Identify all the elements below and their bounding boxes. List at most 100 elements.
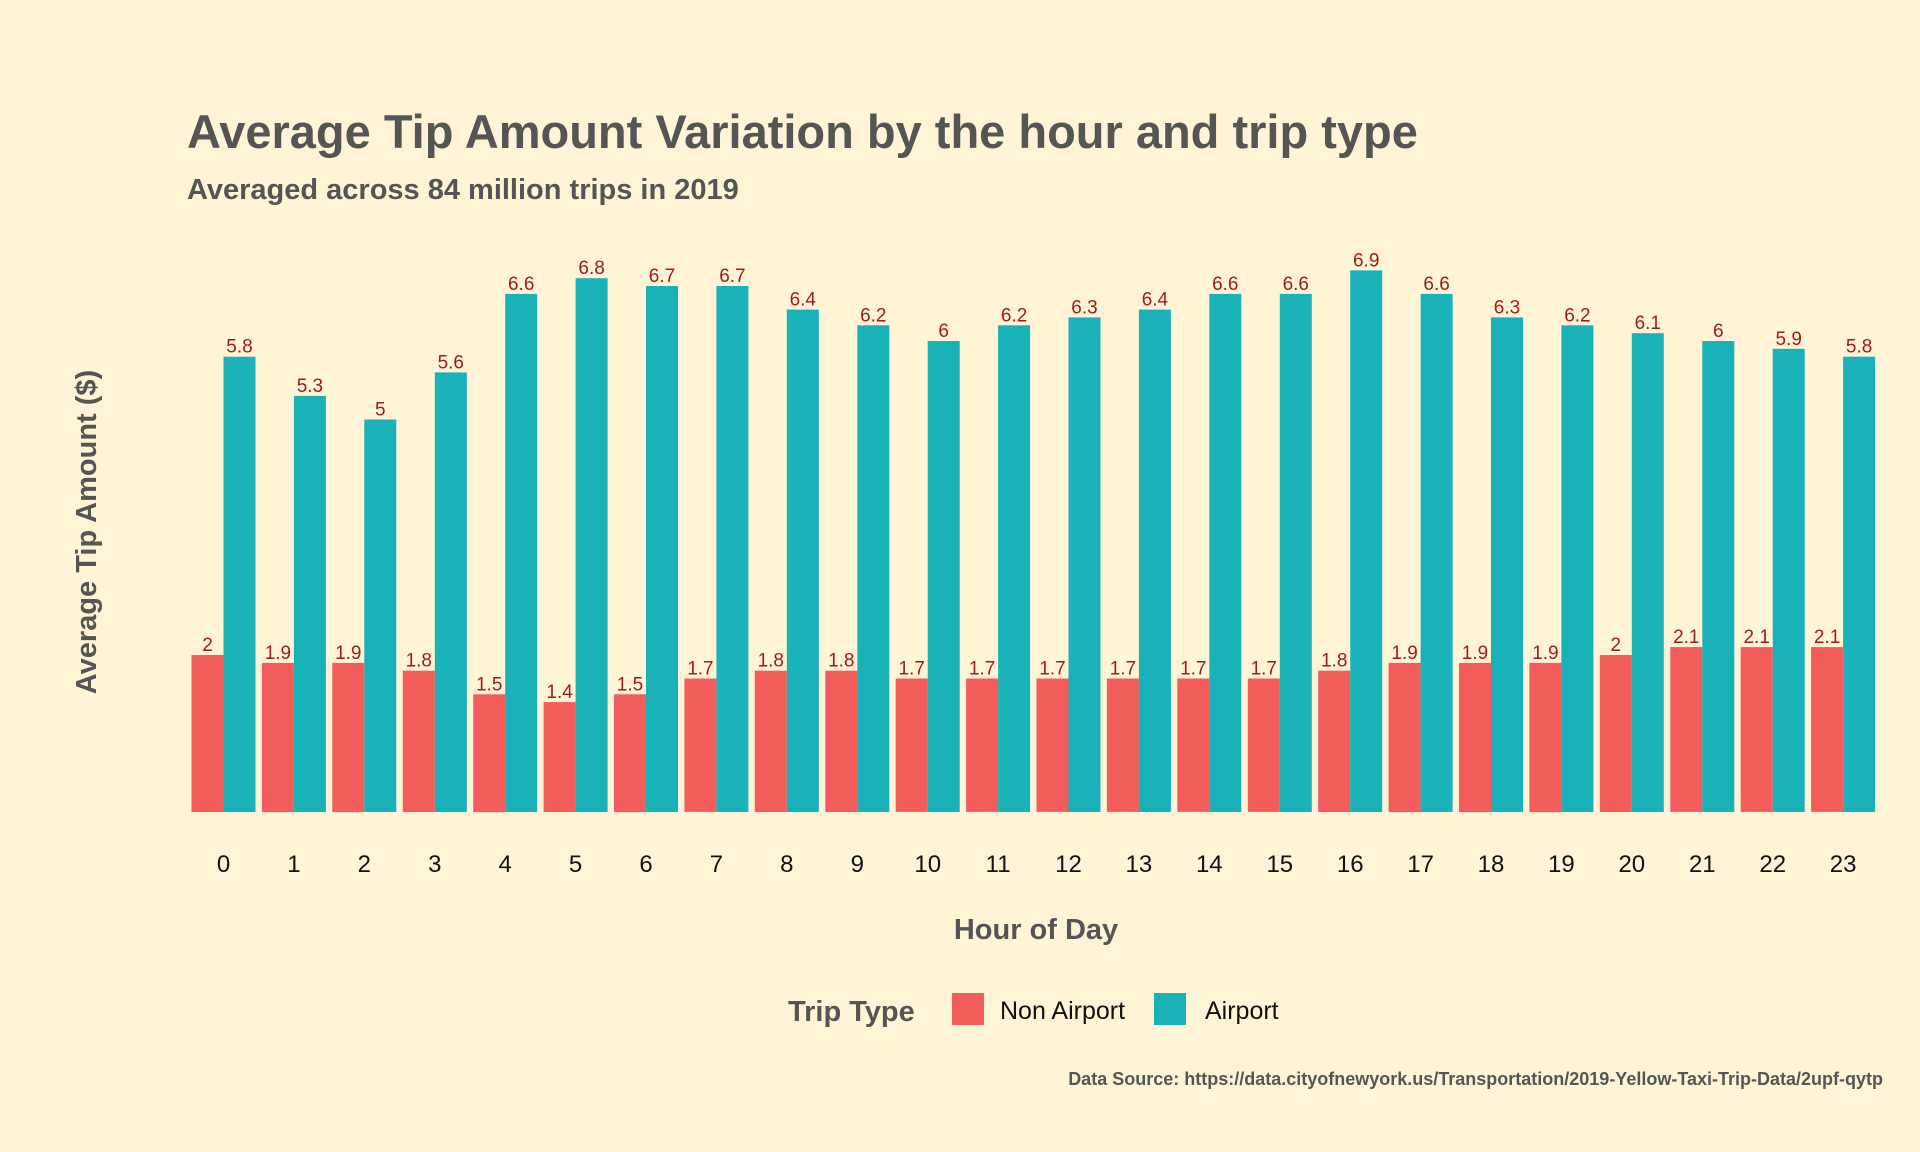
data-label-airport-hour-18: 6.3	[1494, 297, 1520, 318]
data-label-non-airport-hour-12: 1.7	[1039, 659, 1065, 680]
bar-non-airport-hour-20	[1599, 655, 1632, 812]
data-label-airport-hour-10: 6	[938, 321, 949, 342]
data-label-non-airport-hour-1: 1.9	[265, 643, 291, 664]
data-label-non-airport-hour-16: 1.8	[1321, 651, 1347, 672]
data-source-caption: Data Source: https://data.cityofnewyork.…	[1068, 1069, 1883, 1089]
data-label-airport-hour-19: 6.2	[1564, 305, 1590, 326]
bar-airport-hour-10	[927, 341, 960, 812]
bars-group	[191, 270, 1876, 813]
bar-non-airport-hour-22	[1740, 647, 1773, 812]
data-label-non-airport-hour-11: 1.7	[969, 659, 995, 680]
x-tick-label-23: 23	[1830, 851, 1857, 878]
data-label-non-airport-hour-15: 1.7	[1251, 659, 1277, 680]
x-tick-label-2: 2	[358, 851, 371, 878]
bar-non-airport-hour-15	[1247, 678, 1280, 812]
bar-non-airport-hour-14	[1177, 678, 1210, 812]
bar-non-airport-hour-7	[684, 678, 717, 812]
data-label-non-airport-hour-17: 1.9	[1391, 643, 1417, 664]
data-label-non-airport-hour-2: 1.9	[335, 643, 361, 664]
bar-airport-hour-12	[1068, 317, 1101, 812]
bar-non-airport-hour-23	[1811, 647, 1844, 812]
data-label-airport-hour-21: 6	[1713, 321, 1724, 342]
x-tick-label-3: 3	[428, 851, 441, 878]
legend-title: Trip Type	[788, 996, 915, 1028]
bar-non-airport-hour-17	[1388, 662, 1421, 813]
x-tick-label-18: 18	[1478, 851, 1505, 878]
x-tick-label-15: 15	[1266, 851, 1293, 878]
chart-title: Average Tip Amount Variation by the hour…	[187, 105, 1418, 158]
bar-non-airport-hour-6	[614, 694, 646, 813]
bar-non-airport-hour-8	[754, 670, 787, 812]
bar-non-airport-hour-12	[1036, 678, 1069, 812]
x-tick-label-0: 0	[217, 851, 230, 878]
legend: Trip Type Non Airport Airport	[788, 993, 1279, 1028]
legend-swatch-non-airport	[952, 993, 984, 1025]
data-label-non-airport-hour-0: 2	[202, 635, 213, 656]
x-tick-label-17: 17	[1407, 851, 1434, 878]
legend-label-non-airport: Non Airport	[1000, 997, 1125, 1025]
bar-airport-hour-21	[1702, 341, 1735, 812]
x-tick-label-11: 11	[986, 851, 1011, 878]
bar-non-airport-hour-10	[895, 678, 928, 812]
data-label-non-airport-hour-13: 1.7	[1110, 659, 1136, 680]
data-label-airport-hour-2: 5	[375, 400, 386, 421]
bar-airport-hour-0	[223, 356, 256, 812]
data-label-non-airport-hour-20: 2	[1611, 635, 1622, 656]
data-label-airport-hour-13: 6.4	[1142, 290, 1169, 311]
data-label-airport-hour-8: 6.4	[790, 290, 817, 311]
data-label-non-airport-hour-19: 1.9	[1532, 643, 1558, 664]
bar-non-airport-hour-9	[825, 670, 858, 812]
bar-airport-hour-3	[434, 372, 467, 812]
bar-airport-hour-8	[786, 309, 819, 812]
data-label-airport-hour-15: 6.6	[1283, 274, 1309, 295]
x-tick-label-7: 7	[710, 851, 723, 878]
x-tick-label-4: 4	[499, 851, 512, 878]
bar-non-airport-hour-18	[1459, 662, 1491, 813]
x-tick-label-13: 13	[1126, 851, 1153, 878]
chart-subtitle: Averaged across 84 million trips in 2019	[187, 174, 739, 206]
bar-non-airport-hour-3	[402, 670, 435, 812]
y-axis-title: Average Tip Amount ($)	[71, 370, 103, 694]
data-label-airport-hour-22: 5.9	[1775, 329, 1801, 350]
bar-non-airport-hour-11	[966, 678, 999, 812]
x-tick-label-5: 5	[569, 851, 582, 878]
bar-non-airport-hour-4	[473, 694, 506, 813]
x-tick-label-1: 1	[287, 851, 300, 878]
data-label-non-airport-hour-3: 1.8	[406, 651, 432, 672]
bar-airport-hour-20	[1631, 333, 1664, 812]
x-tick-label-16: 16	[1337, 851, 1364, 878]
x-tick-label-9: 9	[851, 851, 864, 878]
bar-airport-hour-14	[1209, 293, 1242, 812]
bar-airport-hour-19	[1561, 325, 1594, 812]
bar-airport-hour-7	[716, 286, 749, 812]
bar-non-airport-hour-21	[1670, 647, 1703, 812]
bar-airport-hour-6	[646, 286, 678, 812]
bar-airport-hour-4	[505, 293, 538, 812]
x-tick-labels-group: 0 1 2 3 4 5 6 7 8 9 10 11 12 13 14 15 16 17 18 19 20 21 22 23	[217, 851, 1857, 878]
data-label-non-airport-hour-8: 1.8	[758, 651, 784, 672]
x-tick-label-14: 14	[1196, 851, 1223, 878]
data-label-non-airport-hour-21: 2.1	[1673, 627, 1699, 648]
x-tick-label-10: 10	[914, 851, 941, 878]
data-label-airport-hour-1: 5.3	[297, 376, 323, 397]
bar-non-airport-hour-13	[1106, 678, 1139, 812]
bar-airport-hour-9	[857, 325, 890, 812]
data-label-airport-hour-6: 6.7	[649, 266, 675, 287]
data-label-airport-hour-20: 6.1	[1635, 313, 1661, 334]
data-label-non-airport-hour-5: 1.4	[546, 682, 573, 703]
data-label-non-airport-hour-23: 2.1	[1814, 627, 1840, 648]
data-label-airport-hour-5: 6.8	[578, 258, 604, 279]
bar-airport-hour-5	[575, 278, 608, 812]
data-label-non-airport-hour-9: 1.8	[828, 651, 854, 672]
data-label-non-airport-hour-14: 1.7	[1180, 659, 1206, 680]
data-label-airport-hour-17: 6.6	[1423, 274, 1449, 295]
bar-non-airport-hour-16	[1318, 670, 1351, 812]
x-tick-label-12: 12	[1055, 851, 1082, 878]
bar-airport-hour-16	[1350, 270, 1383, 812]
data-label-airport-hour-14: 6.6	[1212, 274, 1238, 295]
bar-airport-hour-1	[293, 395, 326, 812]
data-label-non-airport-hour-10: 1.7	[898, 659, 924, 680]
bar-airport-hour-2	[364, 419, 397, 812]
